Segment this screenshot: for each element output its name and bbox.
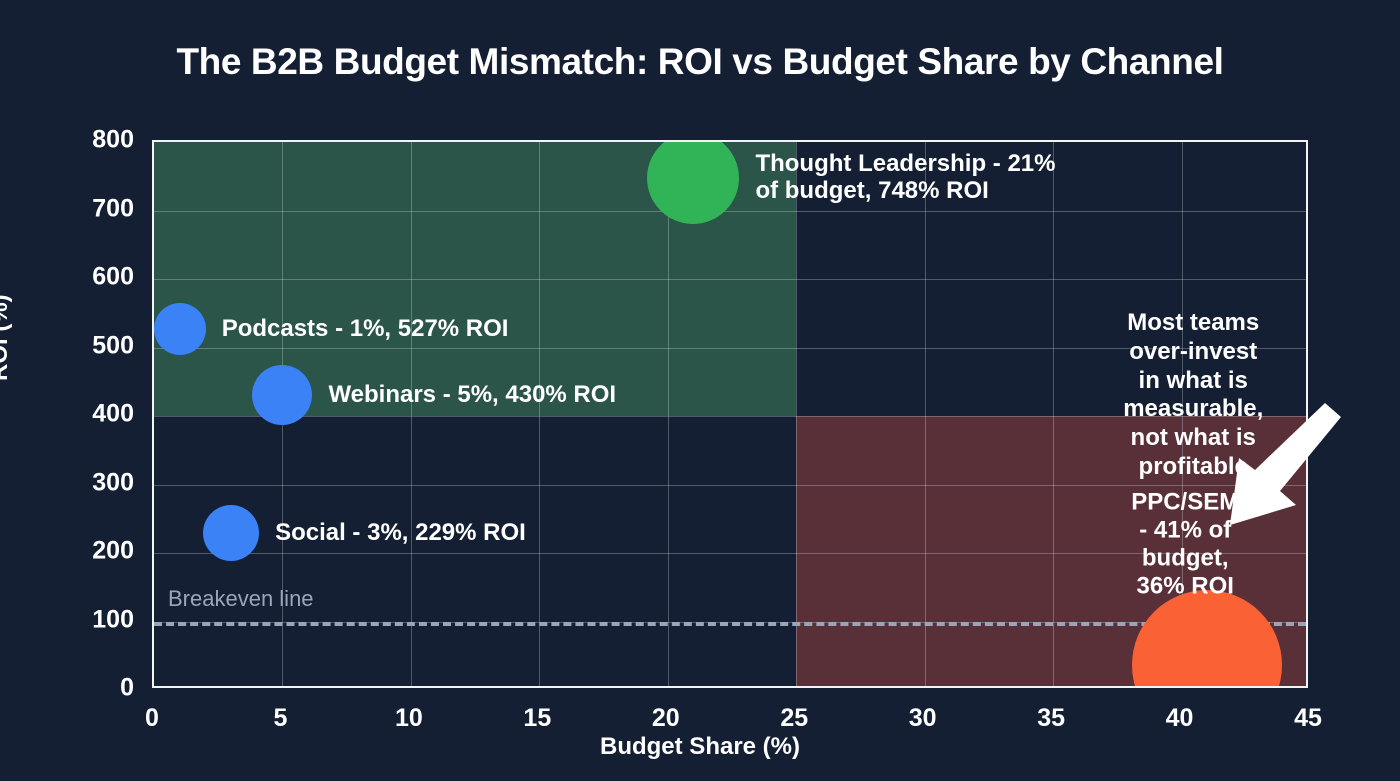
gridline-vertical	[1181, 142, 1183, 686]
over-invest-callout: Most teams over-invest in what is measur…	[1123, 309, 1264, 480]
x-tick-label: 0	[145, 704, 159, 732]
breakeven-line	[154, 621, 1306, 626]
x-axis-label: Budget Share (%)	[599, 733, 800, 760]
y-tick-label: 200	[92, 536, 134, 565]
gridline-vertical	[796, 142, 798, 686]
point-label-webinars: Webinars - 5%, 430% ROI	[328, 381, 617, 409]
y-tick-label: 100	[92, 605, 134, 633]
y-tick-label: 500	[92, 331, 134, 359]
gridline-horizontal	[154, 553, 1306, 554]
gridline-vertical	[924, 142, 926, 686]
x-tick-label: 35	[1037, 704, 1066, 732]
bubble-thought-leadership[interactable]	[647, 142, 740, 224]
gridline-horizontal	[154, 347, 1306, 349]
y-tick-label: 800	[92, 125, 134, 154]
point-label-podcasts: Podcasts - 1%, 527% ROI	[221, 315, 509, 343]
y-tick-label: 0	[120, 673, 134, 702]
breakeven-label: Breakeven line	[168, 585, 314, 611]
x-tick-label: 5	[273, 704, 288, 732]
x-tick-label: 10	[394, 704, 423, 732]
point-label-ppc-sem: PPC/SEM - 41% of budget, 36% ROI	[1131, 488, 1240, 600]
bubble-webinars[interactable]	[252, 365, 313, 426]
gridline-horizontal	[154, 416, 1306, 417]
gridline-horizontal	[154, 484, 1306, 486]
gridline-vertical	[410, 142, 412, 686]
bubble-social[interactable]	[203, 505, 260, 562]
bubble-podcasts[interactable]	[154, 303, 206, 355]
point-label-thought-leadership: Thought Leadership - 21% of budget, 748%…	[755, 149, 1056, 205]
point-label-social: Social - 3%, 229% ROI	[275, 519, 526, 547]
chart-title: The B2B Budget Mismatch: ROI vs Budget S…	[176, 41, 1224, 82]
y-tick-label: 400	[92, 399, 134, 428]
x-tick-label: 30	[908, 704, 937, 732]
gridline-vertical	[667, 142, 669, 686]
x-tick-label: 15	[523, 704, 552, 732]
y-axis-label: ROI (%)	[0, 294, 13, 381]
gridline-horizontal	[154, 279, 1306, 280]
gridline-vertical	[539, 142, 541, 686]
x-tick-label: 45	[1294, 704, 1322, 732]
y-tick-label: 600	[92, 262, 134, 291]
x-tick-label: 20	[651, 704, 680, 732]
gridline-vertical	[1053, 142, 1055, 686]
plot-clip: Breakeven line	[154, 142, 1306, 686]
y-tick-label: 300	[92, 468, 134, 496]
gridline-horizontal	[154, 210, 1306, 212]
y-tick-label: 700	[92, 194, 134, 222]
x-tick-label: 25	[780, 704, 809, 732]
x-tick-label: 40	[1165, 704, 1194, 732]
plot-area: Breakeven line Podcasts - 1%, 527% ROI We…	[152, 140, 1342, 688]
